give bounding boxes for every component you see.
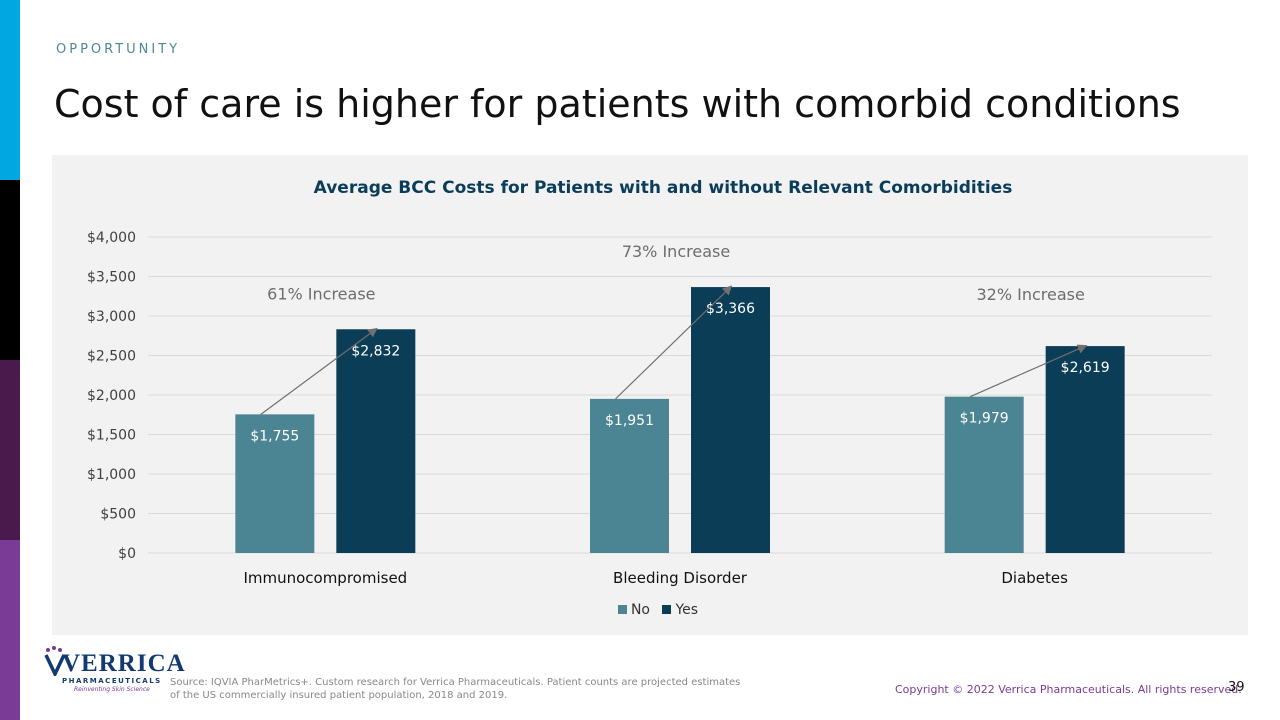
legend-item-yes: Yes [662,602,698,618]
x-category-label: Immunocompromised [243,569,407,587]
bar-no [944,396,1024,553]
data-label: $1,755 [250,428,299,444]
y-tick-label: $2,500 [87,349,136,365]
y-tick-label: $1,500 [87,428,136,444]
side-accent-bar-black [0,180,20,360]
logo-wordmark: VERRICA [62,650,186,677]
y-tick-label: $3,500 [87,270,136,286]
bar-no [590,398,669,553]
chart-title: Average BCC Costs for Patients with and … [313,178,1013,198]
increase-annotation: 32% Increase [976,285,1084,304]
legend-label-yes: Yes [675,602,699,618]
data-label: $2,619 [1061,360,1110,376]
bar-yes [336,329,416,553]
x-category-label: Bleeding Disorder [613,569,748,587]
legend-label-no: No [630,602,650,618]
increase-arrow [260,327,378,415]
logo-tagline: Reinventing Skin Science [74,686,150,693]
increase-arrow [969,344,1088,398]
legend-swatch-yes [662,605,672,614]
y-tick-label: $1,000 [87,467,136,483]
increase-annotation: 61% Increase [267,284,375,303]
copyright-notice: Copyright © 2022 Verrica Pharmaceuticals… [895,683,1242,696]
y-tick-label: $2,000 [87,388,136,404]
increase-annotation: 73% Increase [622,242,730,261]
y-tick-label: $500 [100,507,136,523]
y-tick-label: $4,000 [87,230,136,246]
legend-item-no: No [617,602,650,618]
section-eyebrow: OPPORTUNITY [56,42,181,57]
legend-swatch-no [617,605,627,614]
data-label: $2,832 [351,343,400,359]
data-label: $3,366 [706,301,755,317]
data-label: $1,979 [960,411,1009,427]
y-tick-label: $0 [118,546,136,562]
increase-arrow [615,285,733,400]
data-label: $1,951 [605,413,654,429]
logo-subtitle: PHARMACEUTICALS [62,677,162,685]
y-tick-label: $3,000 [87,309,136,325]
side-accent-bar-purple [0,540,20,720]
company-logo: VERRICA PHARMACEUTICALS Reinventing Skin… [44,644,185,694]
bar-yes [1045,346,1125,553]
slide-title: Cost of care is higher for patients with… [54,82,1181,126]
x-category-label: Diabetes [1001,569,1068,587]
page-number: 39 [1228,680,1245,695]
bar-no [235,414,315,553]
side-accent-bar-plum [0,360,20,540]
side-accent-bar-cyan [0,0,20,180]
source-note: Source: IQVIA PharMetrics+. Custom resea… [170,677,741,701]
chart-legend: No Yes [0,602,1280,618]
logo-mark-icon [44,646,66,676]
bar-yes [691,287,770,553]
